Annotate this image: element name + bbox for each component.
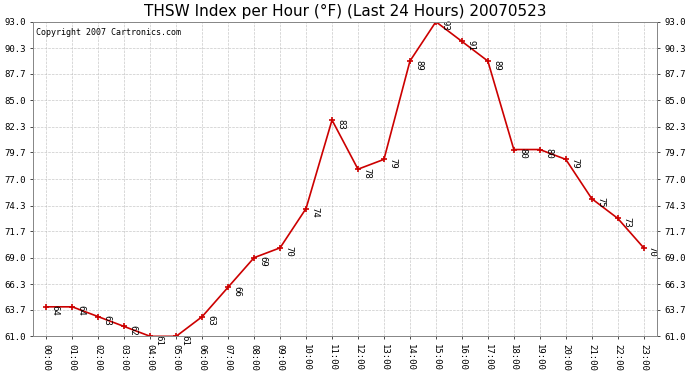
Text: 63: 63 [206, 315, 215, 326]
Title: THSW Index per Hour (°F) (Last 24 Hours) 20070523: THSW Index per Hour (°F) (Last 24 Hours)… [144, 4, 546, 19]
Text: 79: 79 [570, 158, 579, 169]
Text: 78: 78 [362, 168, 371, 178]
Text: 91: 91 [466, 40, 475, 51]
Text: 63: 63 [102, 315, 111, 326]
Text: 64: 64 [77, 306, 86, 316]
Text: 83: 83 [336, 118, 345, 129]
Text: Copyright 2007 Cartronics.com: Copyright 2007 Cartronics.com [37, 28, 181, 37]
Text: 70: 70 [284, 246, 293, 257]
Text: 64: 64 [50, 306, 59, 316]
Text: 70: 70 [648, 246, 657, 257]
Text: 61: 61 [180, 335, 189, 346]
Text: 79: 79 [388, 158, 397, 169]
Text: 93: 93 [440, 20, 449, 31]
Text: 89: 89 [414, 60, 423, 70]
Text: 80: 80 [544, 148, 553, 159]
Text: 69: 69 [258, 256, 267, 267]
Text: 80: 80 [518, 148, 527, 159]
Text: 75: 75 [596, 197, 605, 208]
Text: 66: 66 [233, 286, 241, 297]
Text: 73: 73 [622, 217, 631, 228]
Text: 62: 62 [128, 325, 137, 336]
Text: 61: 61 [155, 335, 164, 346]
Text: 89: 89 [492, 60, 501, 70]
Text: 74: 74 [310, 207, 319, 218]
